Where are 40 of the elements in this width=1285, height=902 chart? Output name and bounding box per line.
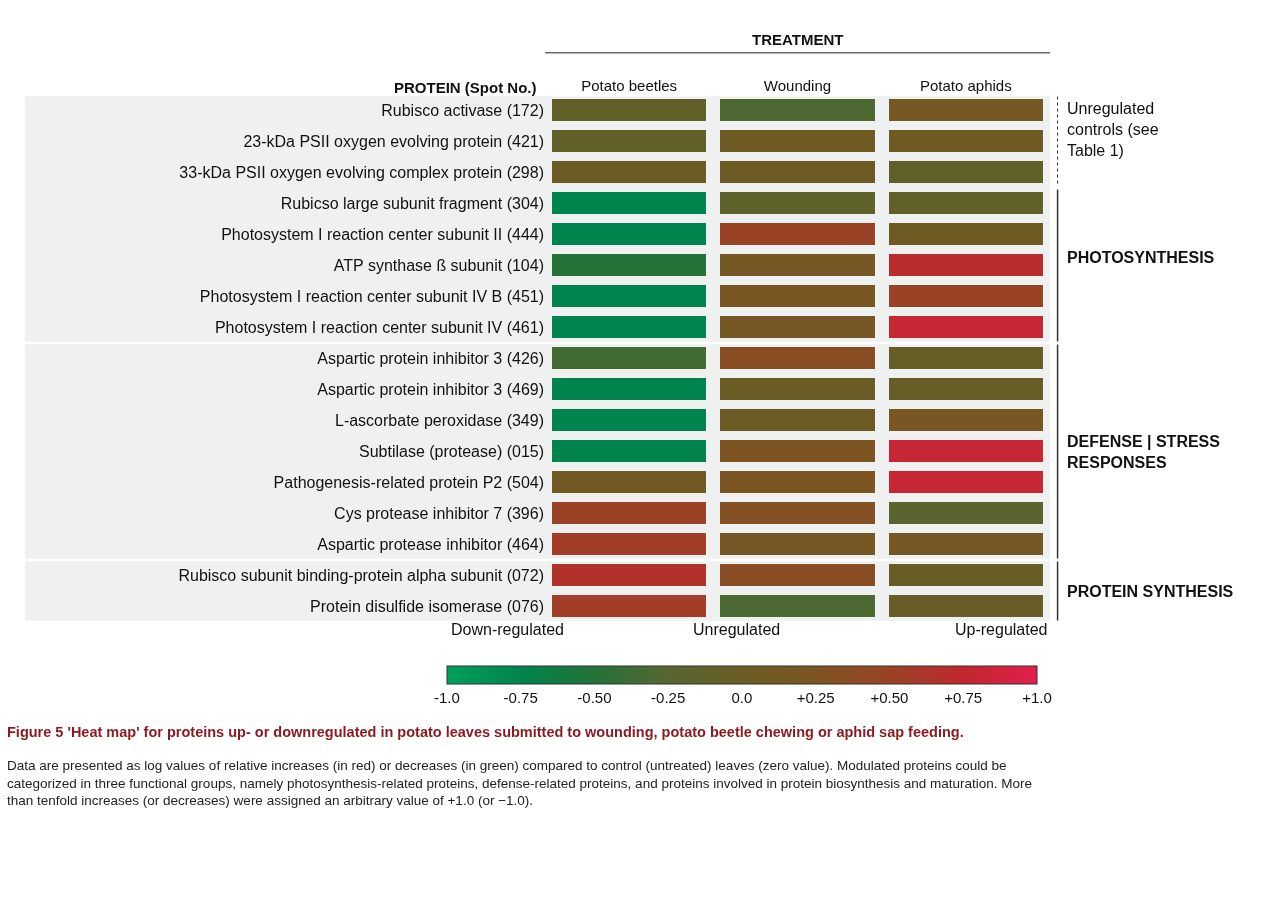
- y-tick-label: Rubisco subunit binding-protein alpha subunit (072): [178, 567, 544, 585]
- annotation: Down-regulated: [451, 621, 564, 638]
- x-axis-title: TREATMENT: [752, 31, 844, 48]
- color-bar-label: +0.75: [944, 689, 983, 706]
- y-tick-label: Subtilase (protease) (015): [359, 443, 544, 461]
- y-tick-label: Photosystem I reaction center subunit II (444): [221, 226, 544, 244]
- text: Data are presented as log values of relative increases (in red) or decreases (in green) compared to control (untreated) leaves (zero value). Modulated proteins could be categorized in three functional groups, namely photosynthesis-related proteins, defense-related proteins, and proteins involved in protein biosynthesis and maturation. More than tenfold increases (or decreases) were assigned an arbitrary value of +1.0 (or −1.0).: [7, 758, 1033, 809]
- annotation: Up-regulated: [955, 621, 1048, 638]
- text: Unregulated controls (see Table 1): [1067, 100, 1159, 159]
- y-tick-label: Rubicso large subunit fragment (304): [280, 195, 544, 213]
- annotation: Unregulated: [693, 621, 781, 638]
- y-tick-label: Pathogenesis-related protein P2 (504): [273, 474, 544, 492]
- color-bar-label: -0.25: [651, 689, 686, 706]
- color-bar-label: 0.0: [731, 689, 753, 706]
- x-tick-label: Potato aphids: [919, 77, 1012, 94]
- color-bar-label: +0.25: [796, 689, 835, 706]
- y-tick-label: 23-kDa PSII oxygen evolving protein (421): [243, 133, 544, 151]
- y-tick-label: Cys protease inhibitor 7 (396): [334, 505, 544, 523]
- x-tick-label: Potato beetles: [581, 77, 678, 94]
- y-tick-label: Rubisco activase (172): [381, 102, 544, 120]
- y-tick-label: L-ascorbate peroxidase (349): [334, 412, 544, 430]
- text: DEFENSE | STRESS RESPONSES: [1067, 433, 1221, 471]
- text: PROTEIN SYNTHESIS: [1067, 583, 1234, 600]
- color-bar-label: -1.0: [434, 689, 460, 706]
- text: PHOTOSYNTHESIS: [1067, 249, 1215, 266]
- y-tick-label: Photosystem I reaction center subunit IV B (451): [199, 288, 544, 306]
- y-tick-label: Aspartic protease inhibitor (464): [317, 536, 544, 554]
- y-tick-label: ATP synthase ß subunit (104): [333, 257, 544, 275]
- y-tick-label: Aspartic protein inhibitor 3 (469): [317, 381, 544, 399]
- y-axis-title: PROTEIN (Spot No.): [394, 79, 537, 96]
- color-bar-label: +0.50: [870, 689, 909, 706]
- y-tick-label: 33-kDa PSII oxygen evolving complex protein (298): [179, 164, 544, 182]
- y-tick-label: Aspartic protein inhibitor 3 (426): [317, 350, 544, 368]
- color-bar-label: +1.0: [1022, 689, 1052, 706]
- y-tick-label: Photosystem I reaction center subunit IV (461): [214, 319, 544, 337]
- x-tick-label: Wounding: [763, 77, 832, 94]
- color-bar-label: -0.75: [503, 689, 538, 706]
- y-tick-label: Protein disulfide isomerase (076): [310, 598, 544, 616]
- caption: Figure 5 'Heat map' for proteins up- or downregulated in potato leaves submitted to wounding, potato beetle chewing or aphid sap feeding.: [7, 724, 964, 740]
- color-bar-label: -0.50: [577, 689, 612, 706]
